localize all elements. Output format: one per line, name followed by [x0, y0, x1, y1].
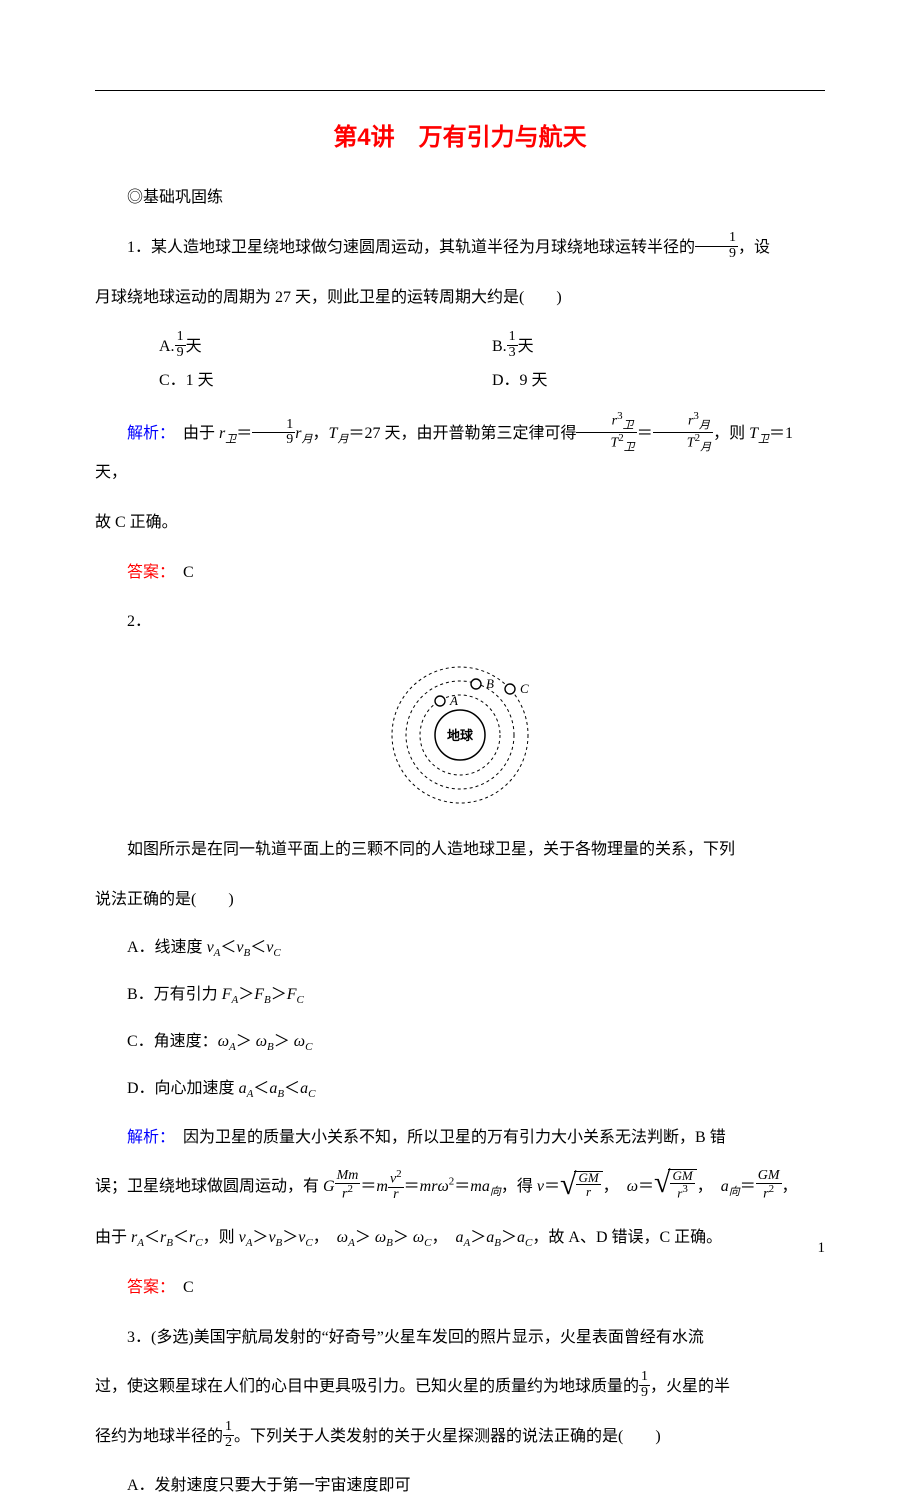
q1-options-row2: C．1 天 D．9 天	[159, 364, 825, 398]
q1-option-c: C．1 天	[159, 364, 492, 398]
lesson-title: 第4讲 万有引力与航天	[95, 113, 825, 163]
q1-stem: 1．某人造地球卫星绕地球做匀速圆周运动，其轨道半径为月球绕地球运转半径的19，设	[95, 231, 825, 265]
solution-label: 解析：	[127, 426, 167, 443]
q2-option-d: D．向心加速度 aA＜aB＜aC	[95, 1074, 825, 1105]
answer-label: 答案：	[127, 564, 167, 581]
q1-stem-a: 1．某人造地球卫星绕地球做匀速圆周运动，其轨道半径为月球绕地球运转半径的	[127, 239, 695, 256]
q2-option-b: B．万有引力 FA＞FB＞FC	[95, 980, 825, 1011]
fraction-1-9: 19	[695, 231, 738, 261]
q2-stem-b: 说法正确的是( )	[95, 883, 825, 917]
earth-label: 地球	[447, 728, 474, 743]
q2-option-a: A．线速度 vA＜vB＜vC	[95, 933, 825, 964]
orbit-diagram: 地球 A B C	[95, 655, 825, 818]
page-number: 1	[818, 1233, 826, 1265]
fraction-1-3: 13	[507, 330, 518, 360]
label-c: C	[520, 681, 529, 696]
q3-stem-b: 过，使这颗星球在人们的心目中更具吸引力。已知火星的质量约为地球质量的19，火星的…	[95, 1370, 825, 1404]
q2-stem-a: 如图所示是在同一轨道平面上的三颗不同的人造地球卫星，关于各物理量的关系，下列	[95, 833, 825, 867]
fraction-1-9: 19	[175, 330, 186, 360]
q2-option-c: C．角速度：ωA＞ ωB＞ ωC	[95, 1027, 825, 1058]
q1-option-d: D．9 天	[492, 364, 825, 398]
sqrt-icon: √GMr3	[654, 1169, 697, 1202]
solution-label: 解析：	[127, 1129, 167, 1146]
q1-option-a: A.19天	[159, 330, 492, 364]
label-b: B	[486, 676, 494, 691]
q3-stem-a: 3．(多选)美国宇航局发射的“好奇号”火星车发回的照片显示，火星表面曾经有水流	[95, 1321, 825, 1355]
q2-number: 2．	[95, 605, 825, 639]
q3-option-a: A．发射速度只要大于第一宇宙速度即可	[95, 1469, 825, 1503]
page: 第4讲 万有引力与航天 ◎基础巩固练 1．某人造地球卫星绕地球做匀速圆周运动，其…	[0, 0, 920, 1302]
fraction-1-2: 12	[223, 1420, 234, 1450]
q2-solution-line2: 误；卫星绕地球做圆周运动，有 GMmr2＝mv2r＝mrω2＝ma向，得 v＝√…	[95, 1170, 825, 1204]
q2-solution-line3: 由于 rA＜rB＜rC，则 vA＞vB＞vC， ωA＞ ωB＞ ωC， aA＞a…	[95, 1221, 825, 1255]
q2-solution-line1: 解析： 因为卫星的质量大小关系不知，所以卫星的万有引力大小关系无法判断，B 错	[95, 1121, 825, 1155]
fraction-1-9: 19	[639, 1370, 650, 1400]
label-a: A	[449, 693, 458, 708]
q3-stem-c: 径约为地球半径的12。下列关于人类发射的关于火星探测器的说法正确的是( )	[95, 1420, 825, 1454]
section-label: ◎基础巩固练	[95, 181, 825, 215]
answer-label: 答案：	[127, 1279, 167, 1296]
horizontal-rule	[95, 90, 825, 91]
q1-answer: 答案： C	[95, 556, 825, 590]
q1-option-b: B.13天	[492, 330, 825, 364]
q2-answer: 答案： C	[95, 1271, 825, 1305]
sqrt-icon: √GMr	[560, 1171, 603, 1201]
orbit-svg: 地球 A B C	[360, 655, 560, 805]
kepler-right: r3月T2月	[653, 411, 713, 454]
q1-solution-line2: 故 C 正确。	[95, 506, 825, 540]
q1-stem-b: ，设	[738, 239, 770, 256]
kepler-left: r3卫T2卫	[576, 411, 636, 454]
q1-stem-line2: 月球绕地球运动的周期为 27 天，则此卫星的运转周期大约是( )	[95, 281, 825, 315]
q1-solution: 解析： 由于 r卫＝19r月，T月＝27 天，由开普勒第三定律可得r3卫T2卫＝…	[95, 413, 825, 490]
q1-options-row1: A.19天 B.13天	[159, 330, 825, 364]
